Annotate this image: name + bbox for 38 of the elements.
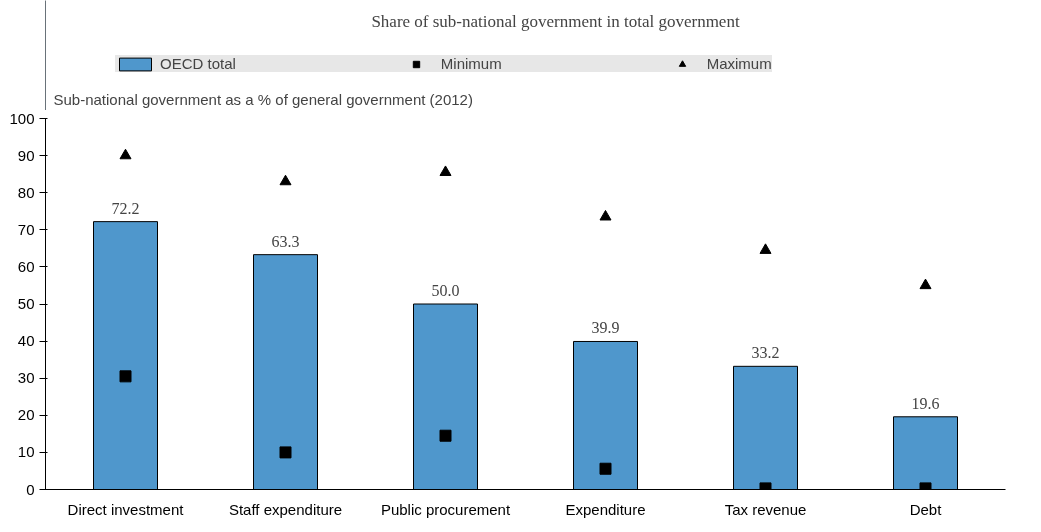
data-label: 39.9 xyxy=(591,319,620,337)
y-tick-label: 80 xyxy=(17,183,35,201)
legend-label: Minimum xyxy=(440,55,502,72)
point xyxy=(599,209,612,221)
point xyxy=(439,165,452,176)
y-tick-label: 90 xyxy=(17,146,35,164)
y-tick-label: 40 xyxy=(17,332,35,350)
x-tick-label: Tax revenue xyxy=(724,500,807,518)
y-tick-label: 20 xyxy=(17,406,35,424)
data-label: 72.2 xyxy=(111,199,140,217)
y-tick-label: 10 xyxy=(17,443,35,461)
point xyxy=(279,174,292,186)
y-tick-label: 60 xyxy=(17,257,35,275)
point xyxy=(599,462,612,475)
y-tick-label: 50 xyxy=(17,295,35,312)
point xyxy=(439,429,452,442)
x-tick-label: Expenditure xyxy=(565,500,646,518)
x-tick-label: Direct investment xyxy=(67,500,185,518)
chart-title: Share of sub-national government in total government xyxy=(371,12,740,32)
y-tick-label: 0 xyxy=(26,480,35,498)
data-label: 19.6 xyxy=(911,394,940,412)
point xyxy=(759,243,772,254)
legend-label: OECD total xyxy=(160,55,236,72)
point xyxy=(119,148,132,160)
point xyxy=(919,278,932,290)
point xyxy=(279,446,292,459)
y-axis-title: Sub-national government as a % of general government (2012) xyxy=(53,91,473,109)
point xyxy=(119,370,132,383)
x-tick-label: Staff expenditure xyxy=(228,500,343,518)
x-tick-label: Public procurement xyxy=(380,500,511,518)
x-tick-label: Debt xyxy=(909,500,943,518)
legend-label: Maximum xyxy=(706,55,772,72)
y-tick-label: 30 xyxy=(17,369,35,387)
y-tick-label: 100 xyxy=(9,109,35,127)
y-tick-label: 70 xyxy=(17,220,35,238)
data-label: 63.3 xyxy=(271,232,300,250)
data-label: 33.2 xyxy=(751,344,780,362)
data-label: 50.0 xyxy=(431,282,460,299)
